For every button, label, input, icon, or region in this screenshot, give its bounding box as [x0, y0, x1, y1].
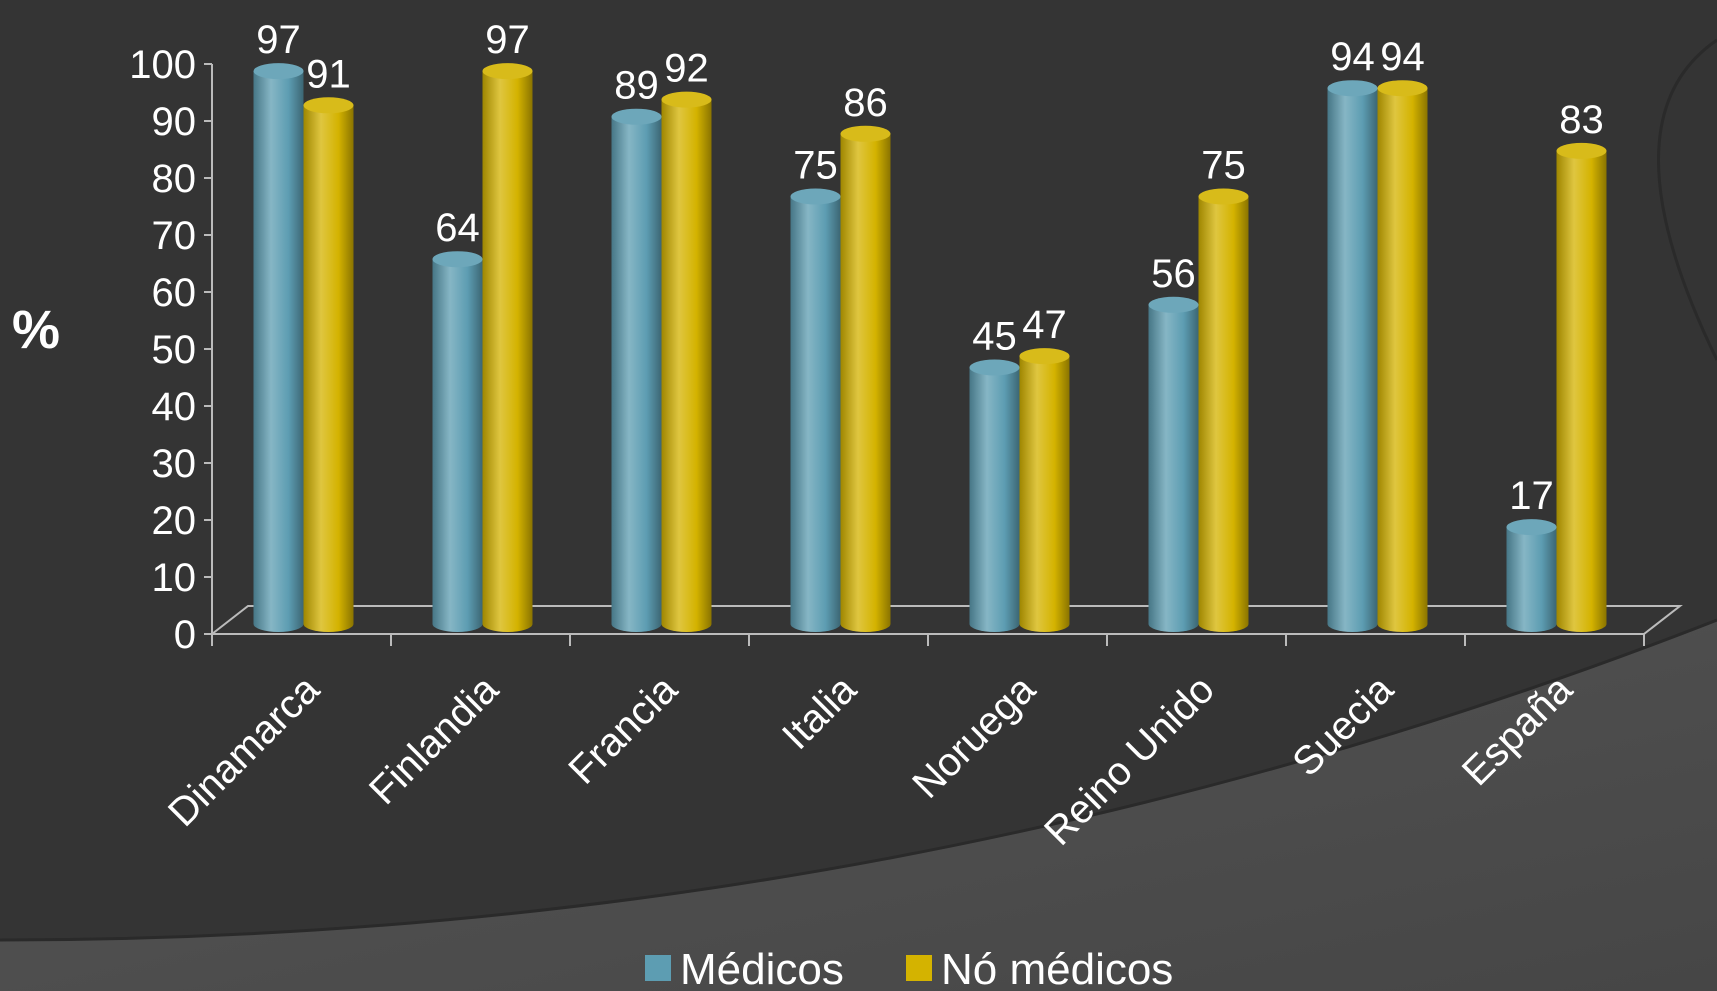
bar-no-medicos-reino-unido — [1198, 188, 1249, 632]
bar-cap — [1377, 80, 1428, 97]
bar-medicos-finlandia — [432, 251, 483, 632]
category-label-francia: Francia — [560, 667, 686, 793]
bar-medicos-suecia — [1327, 80, 1378, 632]
bar-body — [611, 116, 662, 632]
value-label-medicos-reino-unido: 56 — [1151, 252, 1196, 296]
bar-no-medicos-suecia — [1377, 80, 1428, 632]
bar-body — [661, 99, 712, 633]
value-label-no-medicos-finlandia: 97 — [485, 18, 530, 62]
bar-cap — [969, 359, 1020, 376]
bar-no-medicos-dinamarca — [303, 97, 354, 633]
bar-cap — [1198, 188, 1249, 205]
bar-no-medicos-noruega — [1019, 348, 1070, 632]
bar-body — [482, 71, 533, 633]
value-label-no-medicos-italia: 86 — [843, 81, 888, 125]
bar-body — [790, 196, 841, 632]
y-tick-label: 30 — [152, 442, 197, 486]
bar-body — [1556, 150, 1607, 632]
y-tick-label: 90 — [152, 100, 197, 144]
bar-body — [253, 71, 304, 633]
legend-swatch-no-medicos — [906, 955, 932, 981]
bar-body — [432, 259, 483, 632]
legend-swatch-medicos — [645, 955, 671, 981]
y-tick-label: 20 — [152, 499, 197, 543]
y-axis-label: % — [12, 300, 60, 360]
bar-cap — [303, 97, 354, 114]
bar-no-medicos-italia — [840, 125, 891, 633]
value-label-medicos-suecia: 94 — [1330, 35, 1375, 79]
bar-cap — [1556, 142, 1607, 159]
value-label-no-medicos-francia: 92 — [664, 47, 709, 91]
bars — [253, 63, 1607, 633]
legend-label-no-medicos: Nó médicos — [941, 945, 1173, 991]
bar-medicos-italia — [790, 188, 841, 632]
value-label-medicos-espana: 17 — [1509, 474, 1554, 518]
value-label-medicos-dinamarca: 97 — [256, 18, 301, 62]
bar-cap — [253, 63, 304, 80]
bar-cap — [790, 188, 841, 205]
bar-body — [1377, 88, 1428, 632]
bar-no-medicos-espana — [1556, 142, 1607, 632]
bar-cap — [661, 91, 712, 108]
category-label-italia: Italia — [774, 667, 865, 758]
bar-medicos-francia — [611, 108, 662, 632]
y-tick-label: 70 — [152, 214, 197, 258]
y-tick-label: 0 — [174, 613, 196, 657]
background-swoosh — [0, 620, 1717, 991]
bar-body — [969, 367, 1020, 632]
y-tick-label: 40 — [152, 385, 197, 429]
chart-floor — [211, 605, 1683, 635]
value-label-no-medicos-reino-unido: 75 — [1201, 144, 1246, 188]
bar-medicos-reino-unido — [1148, 296, 1199, 632]
bar-cap — [432, 251, 483, 268]
background-swoosh-line-right — [1657, 38, 1717, 361]
bar-cap — [1327, 80, 1378, 97]
bar-body — [1506, 527, 1557, 632]
y-tick-label: 100 — [129, 43, 196, 87]
bar-medicos-noruega — [969, 359, 1020, 632]
value-label-medicos-francia: 89 — [614, 64, 659, 108]
value-label-no-medicos-noruega: 47 — [1022, 303, 1067, 347]
bar-medicos-espana — [1506, 519, 1557, 632]
y-axis: 0 10 20 30 40 50 60 70 80 90 100 — [129, 43, 213, 657]
value-label-no-medicos-espana: 83 — [1559, 98, 1604, 142]
category-label-finlandia: Finlandia — [361, 667, 507, 813]
bar-body — [1019, 356, 1070, 632]
bar-no-medicos-francia — [661, 91, 712, 633]
bar-body — [303, 105, 354, 633]
bar-no-medicos-finlandia — [482, 63, 533, 633]
value-label-no-medicos-suecia: 94 — [1380, 35, 1425, 79]
bar-body — [1327, 88, 1378, 632]
x-axis — [211, 634, 1645, 646]
bar-body — [840, 133, 891, 633]
value-label-no-medicos-dinamarca: 91 — [306, 52, 351, 96]
legend: Médicos Nó médicos — [645, 945, 1173, 991]
bar-body — [1148, 304, 1199, 632]
legend-label-medicos: Médicos — [680, 945, 844, 991]
bar-cap — [482, 63, 533, 80]
bar-cap — [611, 108, 662, 125]
background-swoosh-line — [0, 618, 1717, 942]
y-tick-label: 60 — [152, 271, 197, 315]
bar-cap — [1506, 519, 1557, 536]
bar-cap — [1019, 348, 1070, 365]
category-label-noruega: Noruega — [904, 667, 1044, 807]
bar-cap — [840, 125, 891, 142]
bar-medicos-dinamarca — [253, 63, 304, 633]
bar-body — [1198, 196, 1249, 632]
y-tick-label: 50 — [152, 328, 197, 372]
value-label-medicos-finlandia: 64 — [435, 206, 480, 250]
y-tick-label: 10 — [152, 556, 197, 600]
y-tick-label: 80 — [152, 157, 197, 201]
bar-cap — [1148, 296, 1199, 313]
value-label-medicos-italia: 75 — [793, 144, 838, 188]
category-label-dinamarca: Dinamarca — [160, 667, 328, 835]
value-label-medicos-noruega: 45 — [972, 315, 1017, 359]
